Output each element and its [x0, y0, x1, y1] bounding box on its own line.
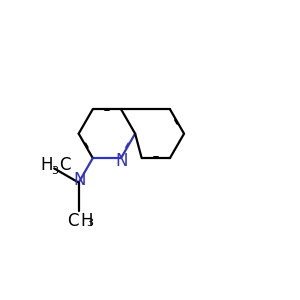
Text: N: N [73, 171, 86, 189]
Text: H: H [80, 212, 93, 230]
Text: N: N [116, 152, 128, 170]
Text: 3: 3 [86, 218, 93, 228]
Text: C: C [59, 157, 70, 175]
Text: 3: 3 [51, 167, 58, 176]
Text: H: H [40, 157, 53, 175]
Text: C: C [67, 212, 79, 230]
